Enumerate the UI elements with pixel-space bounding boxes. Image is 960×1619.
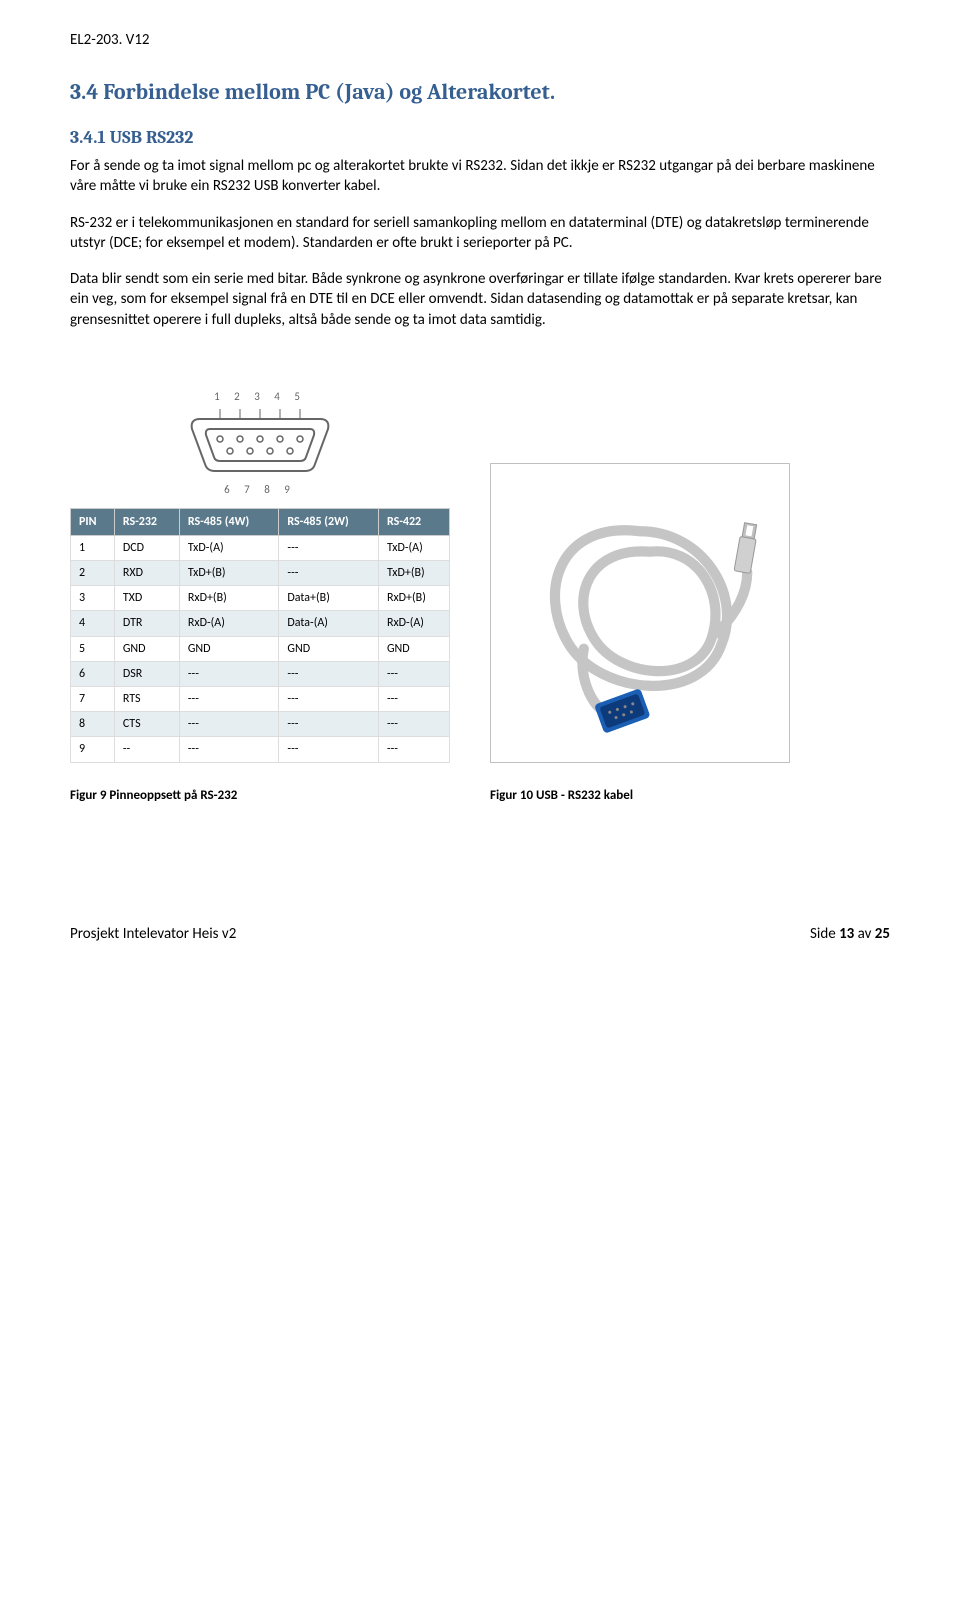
pin-table-cell: 1 [71, 535, 115, 560]
pin-table-cell: CTS [114, 712, 179, 737]
pin-table-cell: DCD [114, 535, 179, 560]
pin-table-cell: 3 [71, 586, 115, 611]
pin-table-cell: 6 [71, 661, 115, 686]
pin-table-cell: --- [179, 712, 279, 737]
pin-numbers-bottom: 6 7 8 9 [224, 483, 296, 498]
pin-table-cell: DTR [114, 611, 179, 636]
pin-table-header-cell: RS-422 [378, 508, 449, 535]
usb-rs232-cable-icon [497, 470, 783, 756]
pin-table-cell: Data-(A) [279, 611, 379, 636]
pin-table-cell: DSR [114, 661, 179, 686]
db9-icon [180, 409, 340, 479]
pin-table-cell: --- [179, 686, 279, 711]
pin-table-cell: --- [279, 712, 379, 737]
pin-table-cell: --- [279, 661, 379, 686]
pin-table-cell: --- [279, 561, 379, 586]
pin-table-cell: GND [114, 636, 179, 661]
pin-table-cell: TxD-(A) [378, 535, 449, 560]
pin-table-cell: RxD-(A) [179, 611, 279, 636]
pin-table-cell: GND [378, 636, 449, 661]
pin-table-cell: RTS [114, 686, 179, 711]
pin-table-cell: TxD+(B) [179, 561, 279, 586]
subsection-title: 3.4.1 USB RS232 [70, 126, 890, 150]
pin-table-cell: RxD-(A) [378, 611, 449, 636]
pin-table-cell: RxD+(B) [378, 586, 449, 611]
pin-table-cell: Data+(B) [279, 586, 379, 611]
pin-table-cell: --- [179, 737, 279, 762]
pin-table-cell: --- [378, 661, 449, 686]
page-footer: Prosjekt Intelevator Heis v2 Side 13 av … [70, 924, 890, 944]
pin-table-cell: 8 [71, 712, 115, 737]
figure-cable [490, 463, 790, 763]
pin-table-cell: GND [279, 636, 379, 661]
pin-table-cell: --- [279, 535, 379, 560]
pin-table-cell: --- [378, 712, 449, 737]
table-row: 9----------- [71, 737, 450, 762]
pin-numbers-top: 1 2 3 4 5 [214, 390, 306, 405]
footer-page-total: 25 [875, 925, 890, 943]
document-header: EL2-203. V12 [70, 30, 890, 50]
pin-table-cell: 9 [71, 737, 115, 762]
figures-row: 1 2 3 4 5 [70, 390, 890, 763]
db9-shell [180, 409, 340, 479]
table-row: 8CTS--------- [71, 712, 450, 737]
pin-table-cell: --- [378, 737, 449, 762]
pin-table-cell: 4 [71, 611, 115, 636]
pin-table-header-cell: RS-485 (2W) [279, 508, 379, 535]
footer-page-prefix: Side [810, 925, 839, 943]
pin-table-cell: TxD+(B) [378, 561, 449, 586]
footer-page-mid: av [854, 925, 875, 943]
pin-table-cell: 5 [71, 636, 115, 661]
pin-table-header-cell: PIN [71, 508, 115, 535]
pin-table-cell: --- [378, 686, 449, 711]
pin-table-cell: RxD+(B) [179, 586, 279, 611]
pin-table-cell: TxD-(A) [179, 535, 279, 560]
figure-10-caption: Figur 10 USB - RS232 kabel [490, 787, 790, 805]
pin-table-cell: GND [179, 636, 279, 661]
table-row: 3TXDRxD+(B)Data+(B)RxD+(B) [71, 586, 450, 611]
pin-table-cell: 7 [71, 686, 115, 711]
table-row: 7RTS--------- [71, 686, 450, 711]
table-row: 2RXDTxD+(B)---TxD+(B) [71, 561, 450, 586]
footer-page-current: 13 [839, 925, 854, 943]
caption-row: Figur 9 Pinneoppsett på RS-232 Figur 10 … [70, 787, 890, 805]
pin-table-cell: TXD [114, 586, 179, 611]
pin-table-cell: RXD [114, 561, 179, 586]
pin-table-header-cell: RS-485 (4W) [179, 508, 279, 535]
pin-table-cell: --- [279, 737, 379, 762]
section-title: 3.4 Forbindelse mellom PC (Java) og Alte… [70, 78, 890, 108]
paragraph-2: RS-232 er i telekommunikasjonen en stand… [70, 213, 890, 254]
table-row: 4DTRRxD-(A)Data-(A)RxD-(A) [71, 611, 450, 636]
pin-table-cell: 2 [71, 561, 115, 586]
pin-table-cell: --- [279, 686, 379, 711]
footer-page-number: Side 13 av 25 [810, 924, 890, 944]
footer-project-name: Prosjekt Intelevator Heis v2 [70, 924, 236, 944]
paragraph-1: For å sende og ta imot signal mellom pc … [70, 156, 890, 197]
pin-table-cell: --- [179, 661, 279, 686]
figure-9-caption: Figur 9 Pinneoppsett på RS-232 [70, 787, 450, 805]
table-row: 1DCDTxD-(A)---TxD-(A) [71, 535, 450, 560]
cable-image-frame [490, 463, 790, 763]
pin-table-cell: -- [114, 737, 179, 762]
table-row: 6DSR--------- [71, 661, 450, 686]
pin-table: PINRS-232RS-485 (4W)RS-485 (2W)RS-422 1D… [70, 508, 450, 763]
figure-pinout: 1 2 3 4 5 [70, 390, 450, 763]
db9-connector-diagram: 1 2 3 4 5 [70, 390, 450, 498]
paragraph-3: Data blir sendt som ein serie med bitar.… [70, 269, 890, 330]
pin-table-header-cell: RS-232 [114, 508, 179, 535]
table-row: 5GNDGNDGNDGND [71, 636, 450, 661]
